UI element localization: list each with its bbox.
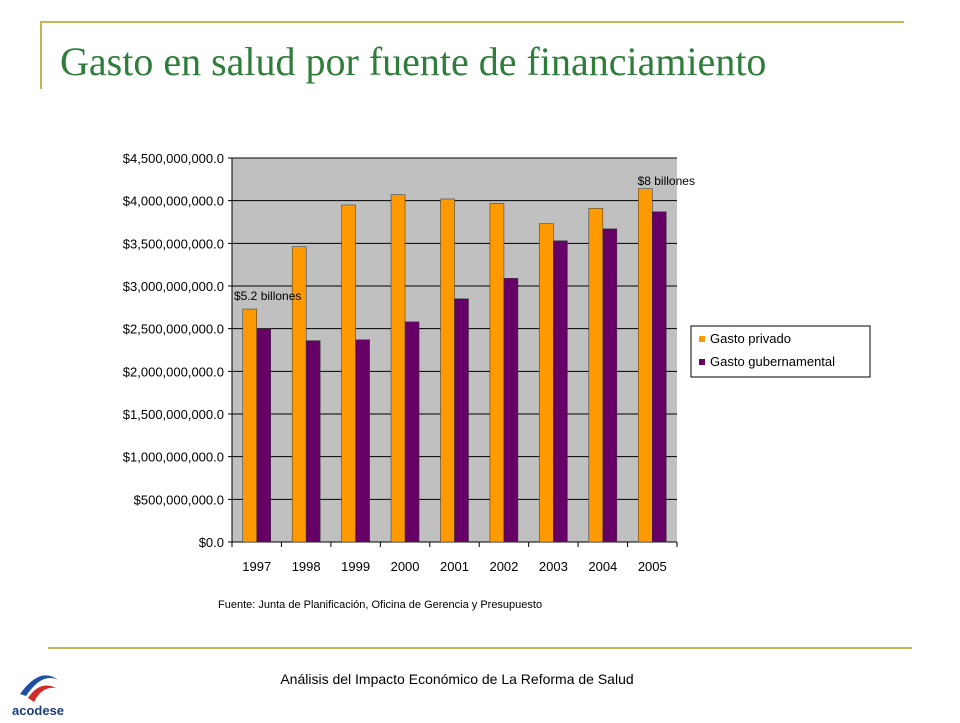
y-tick-label: $3,500,000,000.0: [123, 236, 224, 251]
bar-government: [652, 211, 667, 543]
y-tick-label: $2,000,000,000.0: [123, 364, 224, 379]
slide-title: Gasto en salud por fuente de financiamie…: [60, 39, 767, 84]
x-tick-label: 2000: [391, 559, 420, 574]
y-tick-label: $1,500,000,000.0: [123, 407, 224, 422]
x-tick-label: 2003: [539, 559, 568, 574]
legend-box: [690, 325, 871, 378]
bar-chart: $0.0 $500,000,000.0 $1,000,000,000.0 $1,500…: [123, 151, 871, 574]
bar-government: [454, 298, 469, 543]
bar-government: [602, 228, 618, 543]
top-rule: [40, 21, 904, 23]
bar-government: [355, 339, 370, 543]
bar-government: [553, 240, 568, 543]
bar-government: [256, 328, 271, 543]
bar-private: [341, 204, 356, 543]
bar-private: [440, 198, 455, 543]
x-tick-label: 1999: [341, 559, 370, 574]
data-annotation: $5.2 billones: [234, 289, 301, 303]
x-tick-label: 1998: [292, 559, 321, 574]
y-tick-label: $1,000,000,000.0: [123, 450, 224, 465]
bar-private: [390, 194, 406, 543]
bar-government: [305, 340, 321, 543]
x-tick-label: 1997: [242, 559, 271, 574]
bar-private: [489, 202, 505, 543]
x-tick-label: 2002: [489, 559, 518, 574]
logo-text: acodese: [12, 703, 64, 718]
bar-government: [404, 321, 420, 543]
bar-private: [638, 188, 653, 543]
y-tick-label: $4,500,000,000.0: [123, 151, 224, 166]
bar-government: [503, 278, 519, 543]
data-annotation: $8 billones: [638, 174, 695, 188]
footer-text: Análisis del Impacto Económico de La Ref…: [280, 671, 634, 687]
y-tick-label: $3,000,000,000.0: [123, 279, 224, 294]
x-tick-label: 2005: [638, 559, 667, 574]
left-rule: [40, 21, 42, 89]
legend-label: Gasto privado: [710, 331, 791, 346]
bar-private: [588, 208, 604, 543]
x-tick-label: 2004: [588, 559, 617, 574]
source-note: Fuente: Junta de Planificación, Oficina …: [218, 599, 543, 611]
legend-swatch: [699, 359, 705, 365]
y-tick-label: $500,000,000.0: [134, 492, 224, 507]
logo-swoosh-blue-icon: [20, 675, 58, 696]
footer-rule: [48, 647, 912, 649]
y-tick-label: $2,500,000,000.0: [123, 322, 224, 337]
bar-private: [539, 223, 554, 543]
logo-swoosh-red-icon: [28, 685, 56, 702]
acodese-logo: acodese: [10, 658, 70, 723]
legend-swatch: [699, 336, 705, 342]
y-tick-label: $4,000,000,000.0: [123, 194, 224, 209]
bar-private: [242, 308, 257, 543]
x-tick-label: 2001: [440, 559, 469, 574]
y-tick-label: $0.0: [199, 535, 224, 550]
legend-label: Gasto gubernamental: [710, 354, 835, 369]
